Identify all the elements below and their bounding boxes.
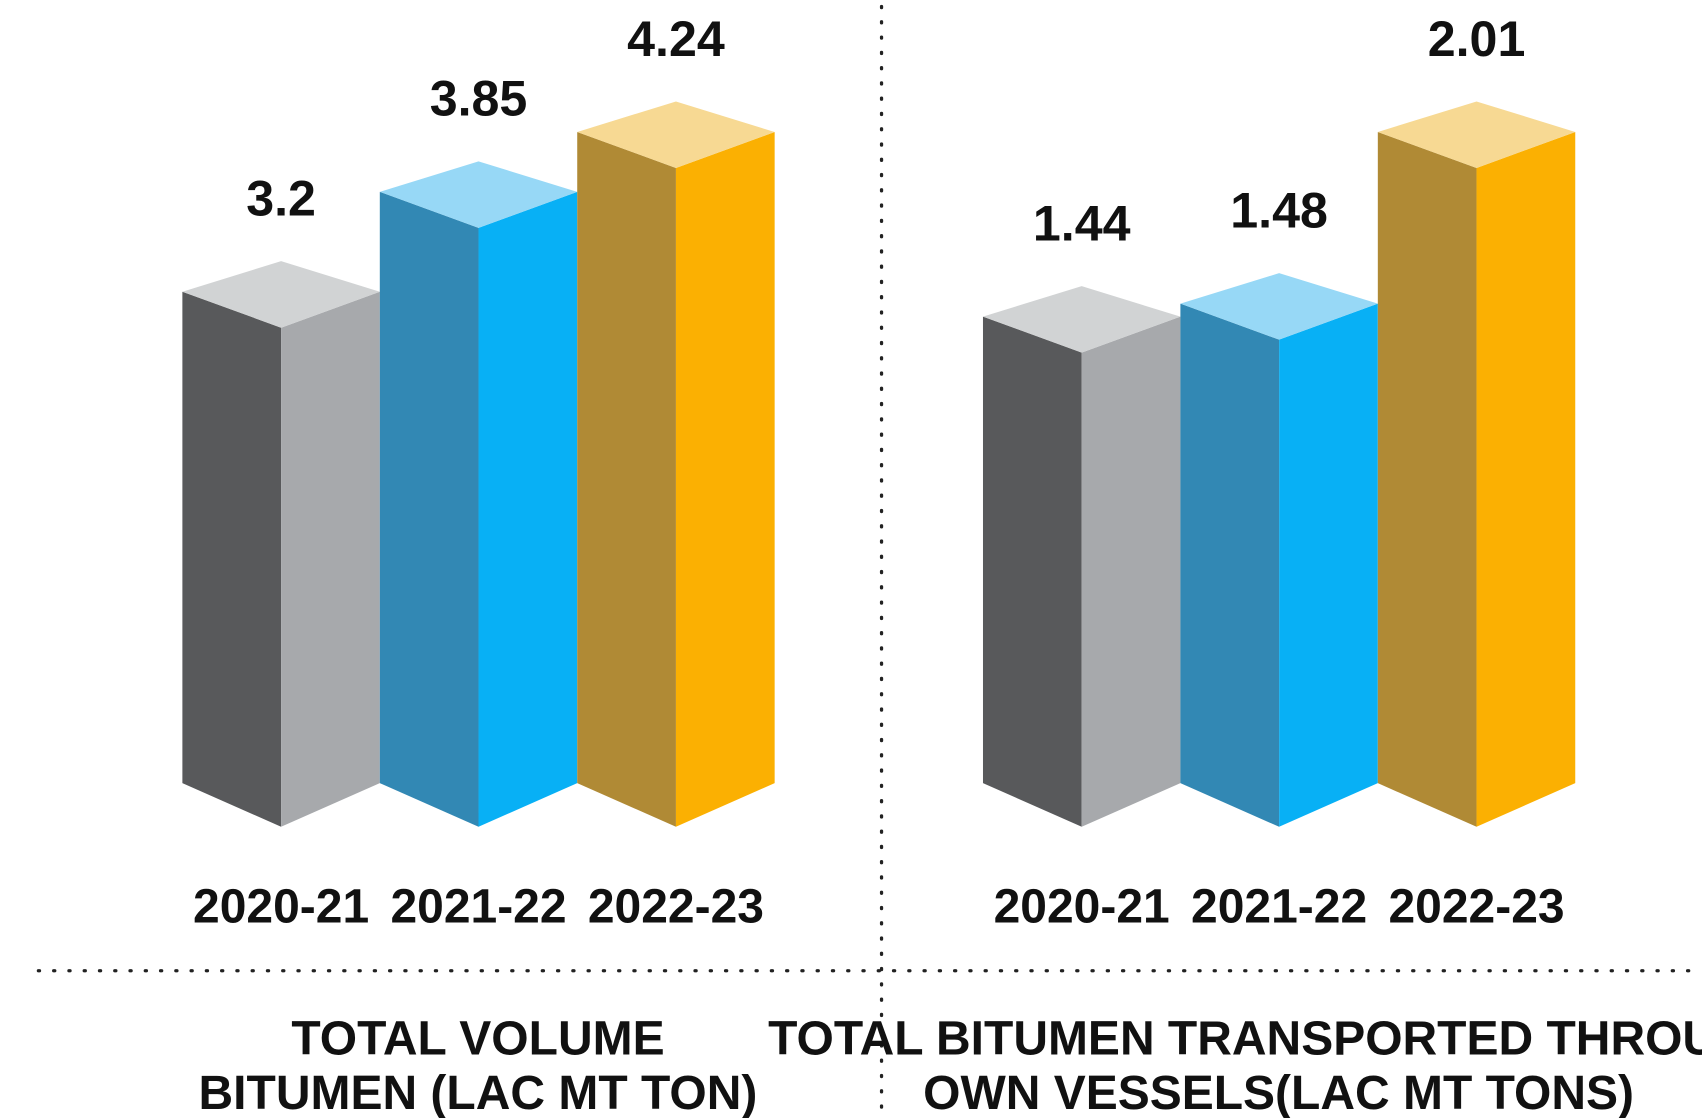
bar-right <box>675 131 775 827</box>
chart-title: TOTAL VOLUME <box>291 1012 664 1065</box>
x-tick-label: 2022-23 <box>588 880 764 933</box>
bar-right <box>1279 303 1378 827</box>
chart-title: OWN VESSELS(LAC MT TONS) <box>923 1067 1634 1118</box>
x-tick-label: 2022-23 <box>1388 880 1564 933</box>
value-label: 3.2 <box>246 171 316 227</box>
value-label: 4.24 <box>627 11 725 67</box>
chart-title: TOTAL BITUMEN TRANSPORTED THROUGH <box>768 1012 1702 1065</box>
bar-top <box>182 261 380 328</box>
value-label: 3.85 <box>430 71 528 127</box>
bar-top <box>1180 273 1378 340</box>
value-label: 1.48 <box>1230 182 1328 238</box>
bar-left <box>982 316 1082 827</box>
bar-top <box>982 286 1181 353</box>
bar-left <box>182 291 282 827</box>
x-tick-label: 2021-22 <box>390 880 566 933</box>
x-tick-label: 2020-21 <box>994 880 1170 933</box>
bar-right <box>478 191 578 827</box>
x-tick-label: 2021-22 <box>1191 880 1367 933</box>
bar-top <box>1377 101 1576 168</box>
bar-right <box>281 291 380 827</box>
x-tick-label: 2020-21 <box>193 880 369 933</box>
value-label: 2.01 <box>1428 11 1526 67</box>
bar-top <box>379 161 578 228</box>
value-label: 1.44 <box>1033 195 1131 251</box>
bar-left <box>1377 131 1477 827</box>
bar-left <box>379 191 479 827</box>
bar-left <box>1180 303 1280 827</box>
bar-right <box>1081 316 1181 827</box>
bar-top <box>577 101 775 168</box>
bar-right <box>1476 131 1576 827</box>
chart-title: BITUMEN (LAC MT TON) <box>199 1067 758 1118</box>
bar-left <box>577 131 676 827</box>
